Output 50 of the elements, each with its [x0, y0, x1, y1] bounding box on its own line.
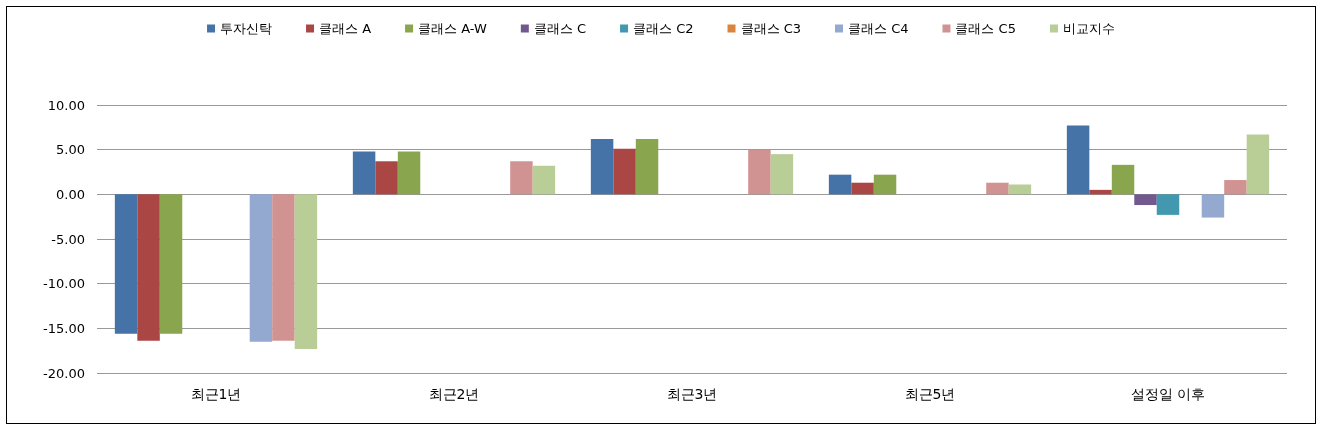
y-tick-label: -20.00: [43, 365, 85, 381]
bar: [272, 194, 295, 341]
legend-label: 클래스 A: [319, 21, 372, 36]
bar: [851, 182, 874, 195]
bar: [1224, 180, 1247, 195]
y-tick-label: -5.00: [51, 231, 85, 247]
bar: [1246, 134, 1270, 195]
legend-label: 비교지수: [1062, 21, 1115, 36]
bar: [748, 149, 771, 195]
y-tick-label: -15.00: [43, 320, 85, 336]
legend-label: 클래스 C5: [955, 21, 1016, 36]
bar: [352, 151, 376, 195]
y-tick-label: -10.00: [43, 276, 85, 292]
bar: [249, 194, 273, 342]
bar: [770, 154, 794, 195]
bar: [613, 148, 636, 195]
bar: [375, 161, 398, 195]
legend-label: 클래스 C: [533, 21, 587, 36]
y-tick-label: 5.00: [56, 142, 85, 158]
bar: [635, 138, 659, 195]
bar: [1134, 194, 1157, 206]
bar: [1156, 194, 1180, 215]
bar: [159, 194, 183, 334]
bar: [1111, 164, 1135, 195]
bar: [510, 161, 533, 195]
bar: [294, 194, 318, 349]
bar: [532, 165, 556, 195]
bar: [1089, 189, 1112, 195]
bar: [590, 138, 614, 195]
bar: [986, 182, 1009, 195]
x-tick-label: 설정일 이후: [1130, 386, 1206, 402]
legend-label: 클래스 C3: [740, 21, 801, 36]
bar: [1201, 194, 1225, 218]
bar: [873, 174, 897, 195]
x-tick-label: 최근3년: [666, 386, 718, 402]
legend-label: 클래스 A-W: [418, 21, 487, 36]
legend-label: 투자신탁: [220, 21, 273, 36]
bar: [397, 151, 421, 195]
y-tick-label: 10.00: [47, 97, 85, 113]
y-tick-label: 0.00: [56, 186, 85, 202]
x-tick-label: 최근1년: [190, 386, 242, 402]
bar: [828, 174, 852, 195]
x-tick-label: 최근2년: [428, 386, 480, 402]
bar: [137, 194, 160, 341]
legend-label: 클래스 C2: [633, 21, 694, 36]
x-tick-label: 최근5년: [904, 386, 956, 402]
bar: [114, 194, 138, 334]
bar: [1066, 125, 1090, 195]
legend-label: 클래스 C4: [848, 21, 909, 36]
bar: [1008, 184, 1032, 195]
